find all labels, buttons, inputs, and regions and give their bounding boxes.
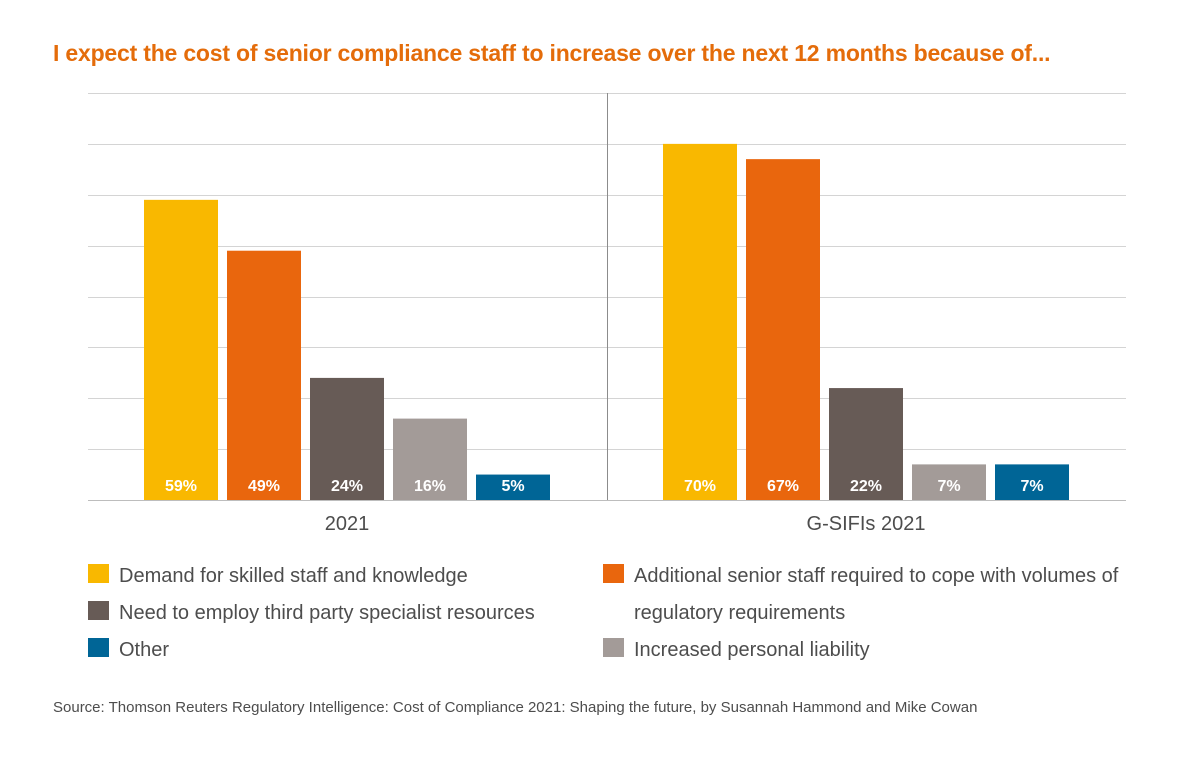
data-label: 7% — [937, 478, 960, 495]
bar — [393, 418, 467, 500]
bar — [144, 199, 218, 500]
legend-item-demand: Demand for skilled staff and knowledge — [88, 558, 659, 595]
legend: Demand for skilled staff and knowledge N… — [88, 558, 1188, 668]
bar — [663, 143, 737, 500]
chart-title: I expect the cost of senior compliance s… — [53, 40, 1051, 66]
legend-label: Increased personal liability — [634, 639, 870, 661]
legend-item-personal-liability: Increased personal liability — [603, 632, 1174, 669]
data-label: 70% — [684, 478, 716, 495]
legend-swatch — [603, 638, 624, 657]
bar-chart: 59% 49% 24% 16% 5% 2021 70% 67% 22% 7% 7% G-SIFIs 2… — [88, 93, 1126, 535]
bar — [746, 159, 820, 500]
legend-swatch — [88, 601, 109, 620]
legend-item-additional-staff: Additional senior staff required to cope… — [603, 558, 1164, 632]
data-label: 5% — [501, 478, 524, 495]
group-label: 2021 — [325, 513, 370, 535]
data-label: 59% — [165, 478, 197, 495]
data-label: 22% — [850, 478, 882, 495]
legend-swatch — [88, 638, 109, 657]
data-label: 7% — [1020, 478, 1043, 495]
bar — [476, 474, 550, 500]
legend-item-other: Other — [88, 632, 659, 669]
legend-label: Other — [119, 639, 170, 661]
bar — [227, 250, 301, 500]
data-label: 16% — [414, 478, 446, 495]
source-note: Source: Thomson Reuters Regulatory Intel… — [53, 699, 978, 716]
bar — [829, 388, 903, 500]
legend-label: Additional senior staff required to cope… — [634, 565, 1119, 624]
legend-label: Demand for skilled staff and knowledge — [119, 565, 468, 587]
legend-item-third-party: Need to employ third party specialist re… — [88, 595, 659, 632]
data-label: 49% — [248, 478, 280, 495]
bar — [912, 464, 986, 500]
legend-swatch — [88, 564, 109, 583]
data-label: 24% — [331, 478, 363, 495]
bar — [995, 464, 1069, 500]
bar — [310, 377, 384, 500]
group-label: G-SIFIs 2021 — [807, 513, 926, 535]
legend-swatch — [603, 564, 624, 583]
legend-label: Need to employ third party specialist re… — [119, 602, 535, 624]
data-label: 67% — [767, 478, 799, 495]
